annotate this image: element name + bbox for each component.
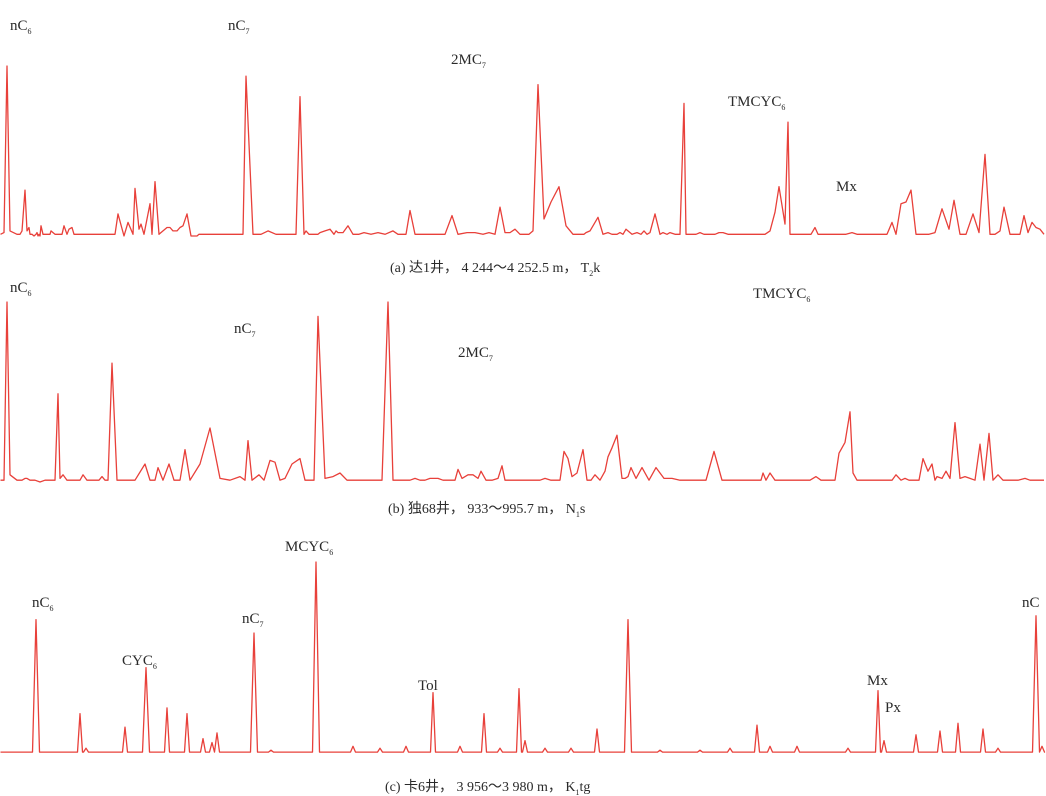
peak-label-c-nc6: nC6 xyxy=(32,595,54,613)
chromatogram-trace-a xyxy=(0,65,1045,237)
peak-label-c-cyc6: CYC6 xyxy=(122,653,157,671)
peak-label-b-tmcyc6: TMCYC6 xyxy=(753,286,810,304)
peak-label-b-2mc7: 2MC7 xyxy=(458,345,493,363)
panel-a: nC6 nC7 2MC7 TMCYC6 Mx (a) 达1井， 4 244～4 … xyxy=(0,18,1045,278)
peak-label-c-mcyc6: MCYC6 xyxy=(285,539,333,557)
peak-label-a-tmcyc6: TMCYC6 xyxy=(728,94,785,112)
peak-label-a-mx: Mx xyxy=(836,179,857,195)
panel-c: nC6 CYC6 nC7 MCYC6 Tol Mx Px nC (c) 卡6井，… xyxy=(0,539,1046,796)
caption-c: (c) 卡6井， 3 956～3 980 m， K1tg xyxy=(385,779,590,796)
chromatogram-trace-c xyxy=(0,561,1046,753)
peak-label-c-mx: Mx xyxy=(867,673,888,689)
caption-a: (a) 达1井， 4 244～4 252.5 m， T2k xyxy=(390,260,600,278)
peak-label-a-nc7: nC7 xyxy=(228,18,250,36)
peak-label-b-nc7: nC7 xyxy=(234,321,256,339)
panel-b: nC6 nC7 2MC7 TMCYC6 (b) 独68井， 933～995.7 … xyxy=(0,280,1044,519)
peak-label-b-nc6: nC6 xyxy=(10,280,32,298)
peak-label-a-nc6: nC6 xyxy=(10,18,32,36)
peak-label-c-px: Px xyxy=(885,700,901,716)
peak-label-c-tol: Tol xyxy=(418,678,438,694)
peak-label-c-nc: nC xyxy=(1022,595,1040,611)
caption-b: (b) 独68井， 933～995.7 m， N1s xyxy=(388,501,585,519)
chromatogram-trace-b xyxy=(0,301,1044,483)
peak-label-a-2mc7: 2MC7 xyxy=(451,52,486,70)
peak-label-c-nc7: nC7 xyxy=(242,611,264,629)
